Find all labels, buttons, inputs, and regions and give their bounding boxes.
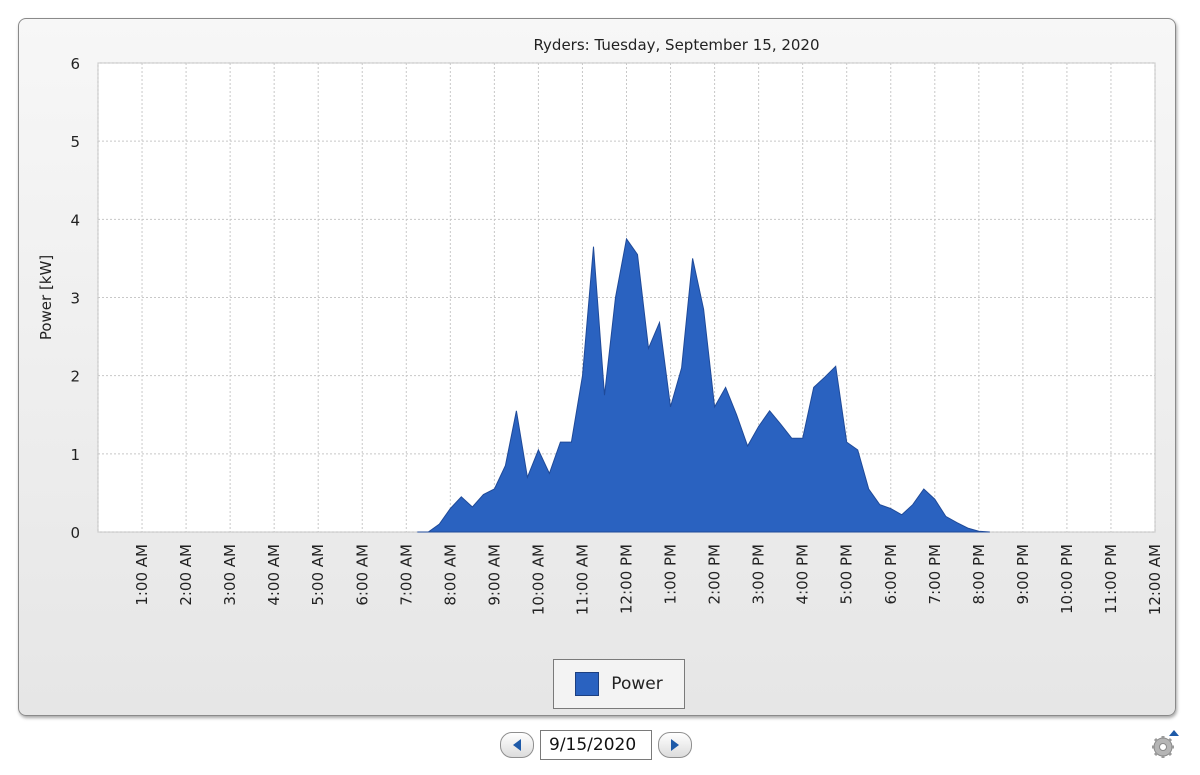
x-tick-label: 6:00 PM [882,544,900,604]
x-tick-label: 7:00 PM [926,544,944,604]
legend-swatch [575,672,600,696]
legend-label: Power [611,674,663,694]
x-tick-label: 4:00 AM [265,544,283,606]
x-tick-label: 1:00 AM [133,544,151,606]
x-tick-label: 9:00 PM [1014,544,1032,604]
power-area [417,237,990,533]
next-date-button[interactable] [658,732,692,758]
x-tick-label: 5:00 PM [838,544,856,604]
y-tick-label: 5 [70,133,80,151]
x-tick-label: 2:00 AM [177,544,195,606]
y-tick-label: 1 [70,446,80,464]
x-tick-label: 3:00 AM [221,544,239,606]
x-tick-label: 1:00 PM [662,544,680,604]
y-tick-label: 0 [70,524,80,542]
chart-panel: 0 1 2 3 4 5 6 1:00 AM 2:00 AM 3:00 AM 4:00 AM 5:00 … [18,18,1176,716]
x-tick-label: 8:00 PM [970,544,988,604]
arrow-right-icon [671,739,679,751]
gear-icon[interactable] [1150,730,1180,760]
x-tick-label: 12:00 AM [1146,544,1164,615]
x-tick-label: 7:00 AM [397,544,415,606]
x-tick-label: 8:00 AM [441,544,459,606]
date-navigation: 9/15/2020 [500,729,692,761]
legend: Power [553,659,685,709]
x-tick-label: 4:00 PM [794,544,812,604]
x-tick-label: 10:00 PM [1058,544,1076,614]
y-axis-label: Power [kW] [37,255,55,340]
date-field[interactable]: 9/15/2020 [540,730,652,760]
x-tick-label: 2:00 PM [706,544,724,604]
prev-date-button[interactable] [500,732,534,758]
x-tick-label: 10:00 AM [529,544,547,615]
x-tick-label: 11:00 PM [1102,544,1120,614]
y-tick-label: 3 [70,290,80,308]
power-chart: 0 1 2 3 4 5 6 1:00 AM 2:00 AM 3:00 AM 4:00 AM 5:00 … [37,36,1164,615]
x-tick-label: 6:00 AM [353,544,371,606]
chart-title: Ryders: Tuesday, September 15, 2020 [533,36,819,54]
x-tick-label: 12:00 PM [618,544,636,614]
arrow-left-icon [513,739,521,751]
y-tick-label: 2 [70,368,80,386]
x-tick-label: 5:00 AM [309,544,327,606]
x-tick-label: 9:00 AM [485,544,503,606]
y-tick-label: 4 [70,211,80,229]
x-tick-label: 3:00 PM [750,544,768,604]
x-tick-label: 11:00 AM [573,544,591,615]
y-tick-label: 6 [70,55,80,73]
